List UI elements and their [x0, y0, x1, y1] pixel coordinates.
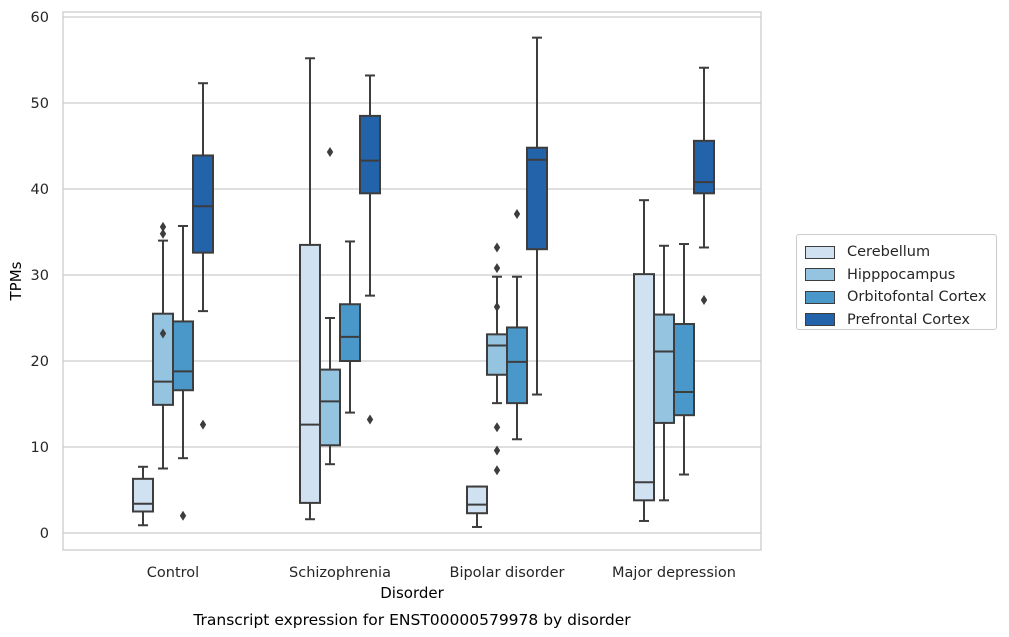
outlier-point — [159, 221, 167, 232]
box-plot — [152, 221, 174, 470]
box-iqr — [466, 485, 488, 515]
box-iqr — [152, 312, 174, 406]
box-plot — [673, 243, 695, 476]
box-plot — [359, 74, 381, 425]
box-iqr — [192, 154, 214, 254]
box-plot — [299, 57, 321, 521]
y-axis-label: TPMs — [7, 261, 25, 301]
box-iqr — [633, 273, 655, 502]
box-plot — [653, 244, 675, 502]
outlier-point — [179, 510, 187, 521]
legend-label: Orbitofontal Cortex — [847, 289, 987, 306]
y-tick-labels: 0 10 20 30 40 50 60 — [31, 10, 49, 542]
chart-caption: Transcript expression for ENST0000057997… — [192, 611, 631, 629]
box-plot — [172, 224, 194, 521]
outlier-point — [366, 414, 374, 425]
outlier-point — [493, 465, 501, 476]
box-plot — [132, 465, 154, 527]
box-iqr — [693, 139, 715, 195]
box-plot — [192, 82, 214, 430]
box-plot — [339, 240, 361, 414]
legend-label: Prefrontal Cortex — [847, 311, 970, 328]
box-plot — [526, 36, 548, 396]
box-iqr — [132, 477, 154, 513]
x-axis-label: Disorder — [380, 584, 444, 602]
box-iqr — [673, 323, 695, 417]
legend-item-orbitofrontal-cortex: Orbitofontal Cortex — [805, 286, 988, 309]
y-tick-label: 20 — [31, 354, 49, 370]
legend-swatch — [805, 290, 835, 304]
box-iqr — [359, 114, 381, 195]
legend-label: Cerebellum — [847, 244, 931, 261]
outlier-point — [493, 422, 501, 433]
box-plot-marks — [132, 36, 715, 528]
box-iqr — [319, 368, 341, 447]
y-tick-label: 0 — [40, 526, 49, 542]
outlier-point — [493, 301, 501, 312]
x-tick-label: Major depression — [612, 565, 736, 581]
x-tick-labels: Control Schizophrenia Bipolar disorder Majo… — [147, 565, 736, 581]
outlier-point — [513, 208, 521, 219]
outlier-point — [700, 294, 708, 305]
box-iqr — [653, 313, 675, 424]
gridlines — [63, 16, 761, 534]
legend-swatch — [805, 313, 835, 327]
legend-item-prefrontal-cortex: Prefrontal Cortex — [805, 309, 988, 332]
outlier-point — [493, 445, 501, 456]
box-iqr — [299, 243, 321, 504]
plot-frame — [62, 11, 762, 551]
x-tick-label: Schizophrenia — [289, 565, 391, 581]
box-plot — [633, 199, 655, 522]
box-plot — [506, 208, 528, 441]
x-tick-label: Bipolar disorder — [450, 565, 565, 581]
y-tick-label: 40 — [31, 182, 49, 198]
legend-item-hippocampus: Hipppocampus — [805, 264, 988, 287]
y-tick-label: 30 — [31, 268, 49, 284]
box-plot — [319, 147, 341, 466]
legend-swatch — [805, 268, 835, 282]
legend-item-cerebellum: Cerebellum — [805, 241, 988, 264]
box-iqr — [172, 320, 194, 392]
box-iqr — [486, 333, 508, 376]
legend-label: Hipppocampus — [847, 266, 956, 283]
outlier-point — [493, 242, 501, 253]
box-plot — [486, 242, 508, 476]
legend-swatch — [805, 245, 835, 259]
x-tick-label: Control — [147, 565, 199, 581]
outlier-point — [159, 228, 167, 239]
outlier-point — [326, 147, 334, 158]
outlier-point — [493, 263, 501, 274]
box-plot — [693, 66, 715, 305]
y-tick-label: 60 — [31, 10, 49, 26]
y-tick-label: 10 — [31, 440, 49, 456]
legend: Cerebellum Hipppocampus Orbitofontal Cor… — [796, 234, 997, 330]
box-iqr — [506, 326, 528, 405]
outlier-point — [159, 328, 167, 339]
box-plot — [466, 485, 488, 528]
box-iqr — [339, 303, 361, 362]
box-iqr — [526, 146, 548, 251]
y-tick-label: 50 — [31, 96, 49, 112]
outlier-point — [199, 419, 207, 430]
